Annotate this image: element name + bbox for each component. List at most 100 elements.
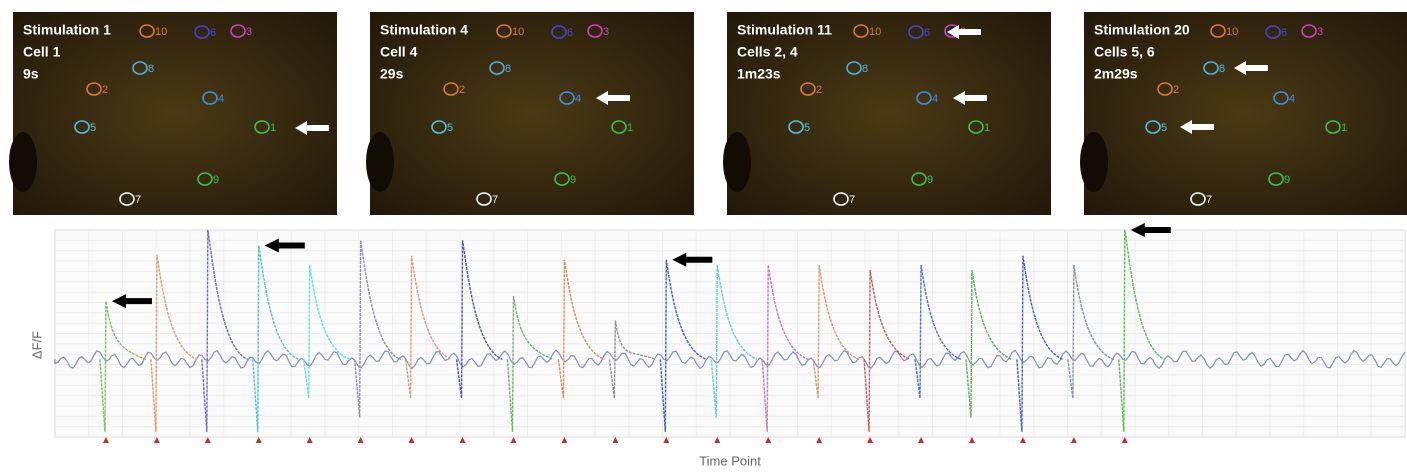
- cell-roi: [1157, 82, 1173, 96]
- panel-cells: Cells 5, 6: [1094, 44, 1155, 60]
- stim-marker: [663, 437, 670, 443]
- cell-roi: [1210, 24, 1226, 38]
- cell-label: 1: [270, 122, 276, 134]
- cell-roi: [908, 25, 924, 39]
- x-axis-label: Time Point: [699, 453, 761, 468]
- cell-roi: [1268, 172, 1284, 186]
- cell-roi: [551, 25, 567, 39]
- stim-marker: [408, 437, 415, 443]
- arrow: [1234, 61, 1268, 75]
- stim-marker: [204, 437, 211, 443]
- dark-spot: [723, 132, 751, 192]
- response-trace: [1016, 255, 1064, 432]
- cell-label: 4: [575, 93, 581, 105]
- cell-label: 9: [927, 174, 933, 186]
- cell-label: 7: [492, 194, 498, 206]
- stim-marker: [765, 437, 772, 443]
- stim-marker: [510, 437, 517, 443]
- chart-arrow: [1130, 223, 1171, 237]
- cell-label: 5: [1161, 122, 1167, 134]
- cell-label: 10: [1226, 26, 1238, 38]
- dark-spot: [1080, 132, 1108, 192]
- cell-roi: [476, 192, 492, 206]
- stim-marker: [612, 437, 619, 443]
- cell-label: 5: [804, 122, 810, 134]
- micro-image: [727, 12, 1051, 215]
- cell-roi: [431, 120, 447, 134]
- cell-label: 1: [627, 122, 633, 134]
- cell-roi: [197, 172, 213, 186]
- stim-marker: [1070, 437, 1077, 443]
- cell-label: 7: [135, 194, 141, 206]
- stim-marker: [561, 437, 568, 443]
- cell-label: 10: [512, 26, 524, 38]
- panel-time: 29s: [380, 66, 404, 82]
- cell-roi: [1325, 120, 1341, 134]
- cell-label: 6: [210, 27, 216, 39]
- cell-label: 2: [459, 84, 465, 96]
- cell-label: 5: [90, 122, 96, 134]
- cell-label: 7: [849, 194, 855, 206]
- stim-marker: [816, 437, 823, 443]
- cell-roi: [587, 24, 603, 38]
- cell-roi: [202, 91, 218, 105]
- stim-marker: [306, 437, 313, 443]
- arrow: [953, 91, 987, 105]
- y-axis-label: ΔF/F: [29, 331, 44, 359]
- stim-marker: [459, 437, 466, 443]
- stim-marker: [1019, 437, 1026, 443]
- panel-cells: Cell 1: [23, 44, 61, 60]
- panel-time: 1m23s: [737, 66, 781, 82]
- response-trace: [557, 259, 605, 399]
- response-trace: [455, 240, 503, 399]
- panel-title: Stimulation 4: [380, 22, 468, 38]
- cell-roi: [788, 120, 804, 134]
- cell-label: 4: [932, 93, 938, 105]
- cell-roi: [846, 61, 862, 75]
- response-trace: [506, 295, 554, 432]
- cell-roi: [443, 82, 459, 96]
- cell-label: 8: [148, 63, 154, 75]
- panel-time: 2m29s: [1094, 66, 1138, 82]
- cell-label: 2: [102, 84, 108, 96]
- cell-label: 6: [1281, 27, 1287, 39]
- response-trace: [252, 245, 300, 432]
- cell-label: 10: [869, 26, 881, 38]
- panel-cells: Cells 2, 4: [737, 44, 798, 60]
- cell-roi: [611, 120, 627, 134]
- micro-image: [370, 12, 694, 215]
- response-trace: [812, 264, 860, 399]
- arrow: [1180, 120, 1214, 134]
- cell-roi: [132, 61, 148, 75]
- stim-marker: [255, 437, 262, 443]
- cell-label: 10: [155, 26, 167, 38]
- stim-marker: [918, 437, 925, 443]
- cell-label: 3: [246, 26, 252, 38]
- baseline-noise: [54, 349, 1406, 370]
- response-trace: [404, 255, 452, 399]
- micro-panel: 10 6 3 8 2 4 5 1 9 7 Stimulation 4 Cell 4 29s: [366, 12, 694, 215]
- response-trace: [608, 320, 656, 399]
- cell-roi: [559, 91, 575, 105]
- response-trace: [659, 259, 707, 432]
- cell-label: 6: [924, 27, 930, 39]
- response-trace: [965, 270, 1013, 418]
- cell-roi: [489, 61, 505, 75]
- cell-label: 5: [447, 122, 453, 134]
- response-trace: [99, 301, 147, 432]
- cell-label: 8: [862, 63, 868, 75]
- cell-label: 8: [505, 63, 511, 75]
- cell-roi: [968, 120, 984, 134]
- response-trace: [710, 264, 758, 418]
- cell-roi: [833, 192, 849, 206]
- arrow: [596, 91, 630, 105]
- cell-roi: [230, 24, 246, 38]
- response-trace: [1067, 264, 1115, 399]
- cell-label: 8: [1219, 63, 1225, 75]
- stim-marker: [357, 437, 364, 443]
- chart-arrow: [111, 294, 152, 309]
- cell-roi: [496, 24, 512, 38]
- cell-roi: [1301, 24, 1317, 38]
